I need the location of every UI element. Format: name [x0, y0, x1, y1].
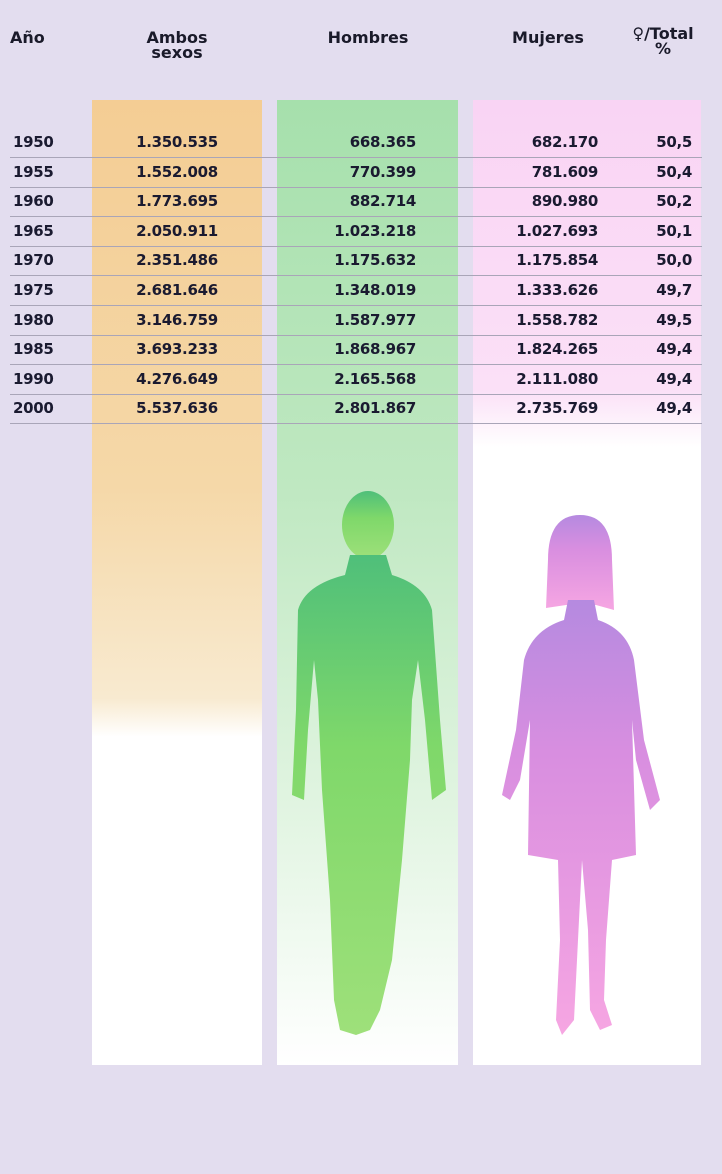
table-cell: 49,4: [656, 399, 692, 418]
table-cell: 1.348.019: [334, 281, 416, 299]
table-cell: 2.165.568: [334, 369, 416, 388]
table-cell: 1.824.265: [516, 340, 598, 359]
table-cell: 1.868.967: [334, 340, 416, 359]
table-cell: 1.350.535: [136, 133, 218, 151]
table-cell: 1955: [13, 162, 54, 181]
table-cell: 1965: [13, 221, 54, 240]
man-silhouette: [292, 491, 446, 1035]
row-divider: [10, 216, 702, 218]
table-cell: 682.170: [531, 133, 599, 151]
table-cell: 2000: [13, 399, 54, 418]
table-cell: 2.111.080: [516, 369, 598, 388]
table-cell: 882.714: [349, 192, 417, 211]
table-cell: 1.587.977: [334, 310, 416, 329]
row-divider: [10, 334, 702, 336]
table-cell: 1.023.218: [334, 221, 416, 240]
table-cell: 1.175.854: [516, 251, 598, 270]
table-cell: 1.333.626: [516, 281, 598, 299]
table-cell: 50,1: [656, 221, 692, 240]
table-cell: 1980: [13, 310, 54, 329]
table-cell: 50,2: [656, 192, 692, 211]
table-cell: 2.735.769: [516, 399, 598, 418]
row-divider: [10, 423, 702, 425]
table-cell: 49,4: [656, 369, 692, 388]
table-cell: 5.537.636: [136, 399, 218, 418]
row-divider: [10, 305, 702, 306]
table-cell: 1.558.782: [516, 310, 598, 329]
column-band: [92, 100, 262, 1065]
column-header: Año: [10, 28, 45, 47]
row-divider: [10, 364, 702, 366]
column-header: ♀/Total %: [632, 24, 694, 58]
table-cell: 3.693.233: [136, 340, 218, 359]
table-cell: 50,5: [656, 133, 692, 151]
woman-silhouette: [502, 515, 660, 1035]
row-divider: [10, 393, 702, 395]
column-header: Hombres: [327, 28, 409, 47]
row-divider: [10, 157, 702, 158]
table-cell: 1990: [13, 369, 54, 388]
row-divider: [10, 245, 702, 247]
table-cell: 3.146.759: [136, 310, 218, 329]
column-header: Mujeres: [512, 28, 584, 47]
table-cell: 49,7: [656, 281, 692, 299]
table-cell: 49,5: [656, 310, 692, 329]
table-cell: 781.609: [531, 162, 599, 181]
table-cell: 2.801.867: [334, 399, 416, 418]
row-divider: [10, 275, 702, 277]
table-cell: 770.399: [349, 162, 417, 181]
table-cell: 1960: [13, 192, 54, 211]
table-cell: 2.681.646: [136, 281, 218, 299]
table-cell: 890.980: [531, 192, 599, 211]
table-cell: 2.050.911: [136, 221, 218, 240]
table-cell: 1.027.693: [516, 221, 598, 240]
table-cell: 1.552.008: [136, 162, 218, 181]
table-cell: 1950: [13, 133, 54, 151]
table-cell: 4.276.649: [136, 369, 218, 388]
table-cell: 50,0: [656, 251, 692, 270]
table-cell: 49,4: [656, 340, 692, 359]
row-divider: [10, 186, 702, 188]
table-cell: 668.365: [349, 133, 417, 151]
table-cell: 1.773.695: [136, 192, 218, 211]
table-cell: 1.175.632: [334, 251, 416, 270]
table-cell: 2.351.486: [136, 251, 218, 270]
table-cell: 1985: [13, 340, 54, 359]
table-cell: 1970: [13, 251, 54, 270]
table-cell: 1975: [13, 281, 54, 299]
table-cell: 50,4: [656, 162, 692, 181]
column-header: Ambos sexos: [146, 28, 208, 62]
